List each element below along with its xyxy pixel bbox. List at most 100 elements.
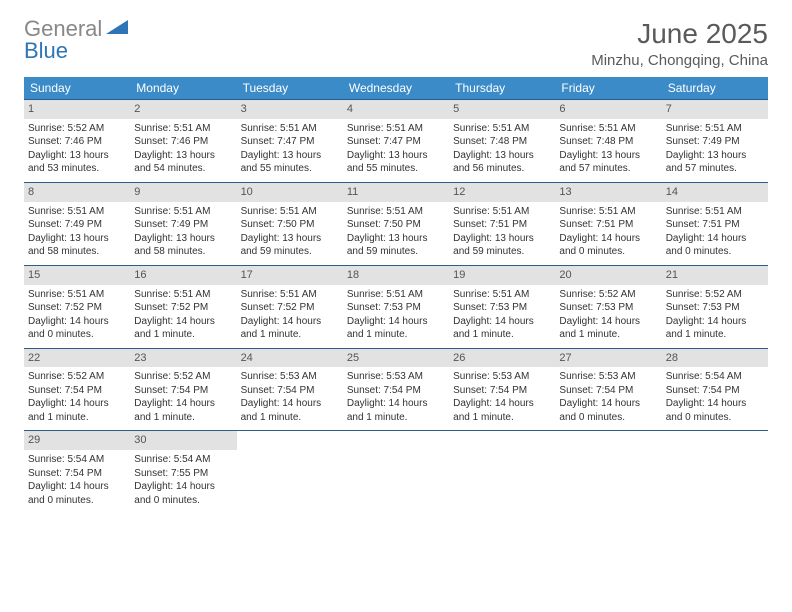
day-number: 25 [343, 349, 449, 368]
sunset-line: Sunset: 7:54 PM [559, 384, 657, 398]
sunrise-line: Sunrise: 5:53 AM [453, 370, 551, 384]
day-number: 26 [449, 349, 555, 368]
day-number: 2 [130, 100, 236, 119]
day-number: 4 [343, 100, 449, 119]
sunrise-line: Sunrise: 5:51 AM [453, 205, 551, 219]
daylight-line: Daylight: 14 hours and 1 minute. [347, 397, 445, 424]
dow-header: Thursday [449, 77, 555, 99]
logo-triangle-icon [106, 20, 132, 38]
daylight-line: Daylight: 13 hours and 55 minutes. [347, 149, 445, 176]
day-number: 16 [130, 266, 236, 285]
calendar-cell: 3Sunrise: 5:51 AMSunset: 7:47 PMDaylight… [237, 100, 343, 182]
sunrise-line: Sunrise: 5:51 AM [134, 122, 232, 136]
sunrise-line: Sunrise: 5:51 AM [559, 205, 657, 219]
daylight-line: Daylight: 14 hours and 1 minute. [28, 397, 126, 424]
daylight-line: Daylight: 13 hours and 58 minutes. [134, 232, 232, 259]
sunset-line: Sunset: 7:54 PM [28, 384, 126, 398]
sunset-line: Sunset: 7:46 PM [28, 135, 126, 149]
title-block: June 2025 Minzhu, Chongqing, China [591, 18, 768, 69]
calendar-cell: 9 Sunrise: 5:51 AMSunset: 7:49 PMDaylight… [130, 183, 236, 265]
calendar-cell: 7Sunrise: 5:51 AMSunset: 7:49 PMDaylight… [662, 100, 768, 182]
daylight-line: Daylight: 14 hours and 1 minute. [134, 397, 232, 424]
sunset-line: Sunset: 7:51 PM [666, 218, 764, 232]
calendar-cell: 24Sunrise: 5:53 AMSunset: 7:54 PMDayligh… [237, 349, 343, 431]
calendar-cell: 28Sunrise: 5:54 AMSunset: 7:54 PMDayligh… [662, 349, 768, 431]
daylight-line: Daylight: 14 hours and 1 minute. [559, 315, 657, 342]
calendar-cell: 4Sunrise: 5:51 AMSunset: 7:47 PMDaylight… [343, 100, 449, 182]
sunrise-line: Sunrise: 5:51 AM [134, 288, 232, 302]
sunrise-line: Sunrise: 5:52 AM [28, 122, 126, 136]
sunrise-line: Sunrise: 5:51 AM [666, 205, 764, 219]
sunrise-line: Sunrise: 5:51 AM [347, 205, 445, 219]
daylight-line: Daylight: 13 hours and 59 minutes. [453, 232, 551, 259]
daylight-line: Daylight: 13 hours and 57 minutes. [559, 149, 657, 176]
calendar-cell: 30Sunrise: 5:54 AMSunset: 7:55 PMDayligh… [130, 431, 236, 513]
calendar-cell: 16Sunrise: 5:51 AMSunset: 7:52 PMDayligh… [130, 266, 236, 348]
sunset-line: Sunset: 7:49 PM [28, 218, 126, 232]
sunrise-line: Sunrise: 5:51 AM [28, 205, 126, 219]
calendar-cell: 2Sunrise: 5:51 AMSunset: 7:46 PMDaylight… [130, 100, 236, 182]
daylight-line: Daylight: 14 hours and 0 minutes. [559, 397, 657, 424]
sunrise-line: Sunrise: 5:54 AM [134, 453, 232, 467]
sunset-line: Sunset: 7:54 PM [134, 384, 232, 398]
page-header: General Blue June 2025 Minzhu, Chongqing… [24, 18, 768, 69]
daylight-line: Daylight: 14 hours and 1 minute. [453, 315, 551, 342]
sunset-line: Sunset: 7:47 PM [241, 135, 339, 149]
day-number: 7 [662, 100, 768, 119]
daylight-line: Daylight: 13 hours and 55 minutes. [241, 149, 339, 176]
dow-header: Saturday [662, 77, 768, 99]
calendar-cell: 5Sunrise: 5:51 AMSunset: 7:48 PMDaylight… [449, 100, 555, 182]
day-number: 9 [130, 183, 236, 202]
dow-header: Tuesday [237, 77, 343, 99]
daylight-line: Daylight: 14 hours and 1 minute. [347, 315, 445, 342]
calendar-cell: 10Sunrise: 5:51 AMSunset: 7:50 PMDayligh… [237, 183, 343, 265]
day-number: 15 [24, 266, 130, 285]
daylight-line: Daylight: 14 hours and 0 minutes. [28, 315, 126, 342]
sunset-line: Sunset: 7:54 PM [347, 384, 445, 398]
day-number: 29 [24, 431, 130, 450]
dow-header: Friday [555, 77, 661, 99]
day-number: 6 [555, 100, 661, 119]
sunset-line: Sunset: 7:49 PM [134, 218, 232, 232]
day-number: 17 [237, 266, 343, 285]
daylight-line: Daylight: 13 hours and 53 minutes. [28, 149, 126, 176]
sunrise-line: Sunrise: 5:51 AM [241, 205, 339, 219]
daylight-line: Daylight: 14 hours and 1 minute. [241, 315, 339, 342]
day-number: 13 [555, 183, 661, 202]
sunset-line: Sunset: 7:53 PM [559, 301, 657, 315]
calendar-cell: . [662, 431, 768, 513]
daylight-line: Daylight: 14 hours and 0 minutes. [666, 232, 764, 259]
sunset-line: Sunset: 7:51 PM [559, 218, 657, 232]
logo: General Blue [24, 18, 132, 62]
sunrise-line: Sunrise: 5:51 AM [347, 122, 445, 136]
calendar-cell: 29Sunrise: 5:54 AMSunset: 7:54 PMDayligh… [24, 431, 130, 513]
calendar-cell: 18Sunrise: 5:51 AMSunset: 7:53 PMDayligh… [343, 266, 449, 348]
daylight-line: Daylight: 14 hours and 1 minute. [666, 315, 764, 342]
day-number: 24 [237, 349, 343, 368]
day-number: 8 [24, 183, 130, 202]
sunrise-line: Sunrise: 5:51 AM [559, 122, 657, 136]
calendar-cell: 23Sunrise: 5:52 AMSunset: 7:54 PMDayligh… [130, 349, 236, 431]
day-number: 28 [662, 349, 768, 368]
sunrise-line: Sunrise: 5:51 AM [347, 288, 445, 302]
daylight-line: Daylight: 13 hours and 59 minutes. [347, 232, 445, 259]
day-number: 21 [662, 266, 768, 285]
sunset-line: Sunset: 7:53 PM [453, 301, 551, 315]
location: Minzhu, Chongqing, China [591, 52, 768, 69]
daylight-line: Daylight: 14 hours and 1 minute. [453, 397, 551, 424]
calendar-cell: . [555, 431, 661, 513]
sunset-line: Sunset: 7:52 PM [241, 301, 339, 315]
calendar-cell: 1Sunrise: 5:52 AMSunset: 7:46 PMDaylight… [24, 100, 130, 182]
calendar-cell: 22Sunrise: 5:52 AMSunset: 7:54 PMDayligh… [24, 349, 130, 431]
sunset-line: Sunset: 7:49 PM [666, 135, 764, 149]
calendar-cell: 26Sunrise: 5:53 AMSunset: 7:54 PMDayligh… [449, 349, 555, 431]
daylight-line: Daylight: 14 hours and 1 minute. [134, 315, 232, 342]
calendar-cell: . [343, 431, 449, 513]
calendar-cell: 21Sunrise: 5:52 AMSunset: 7:53 PMDayligh… [662, 266, 768, 348]
dow-header: Sunday [24, 77, 130, 99]
logo-text: General Blue [24, 18, 102, 62]
sunrise-line: Sunrise: 5:51 AM [134, 205, 232, 219]
daylight-line: Daylight: 13 hours and 54 minutes. [134, 149, 232, 176]
day-number: 14 [662, 183, 768, 202]
day-number: 20 [555, 266, 661, 285]
